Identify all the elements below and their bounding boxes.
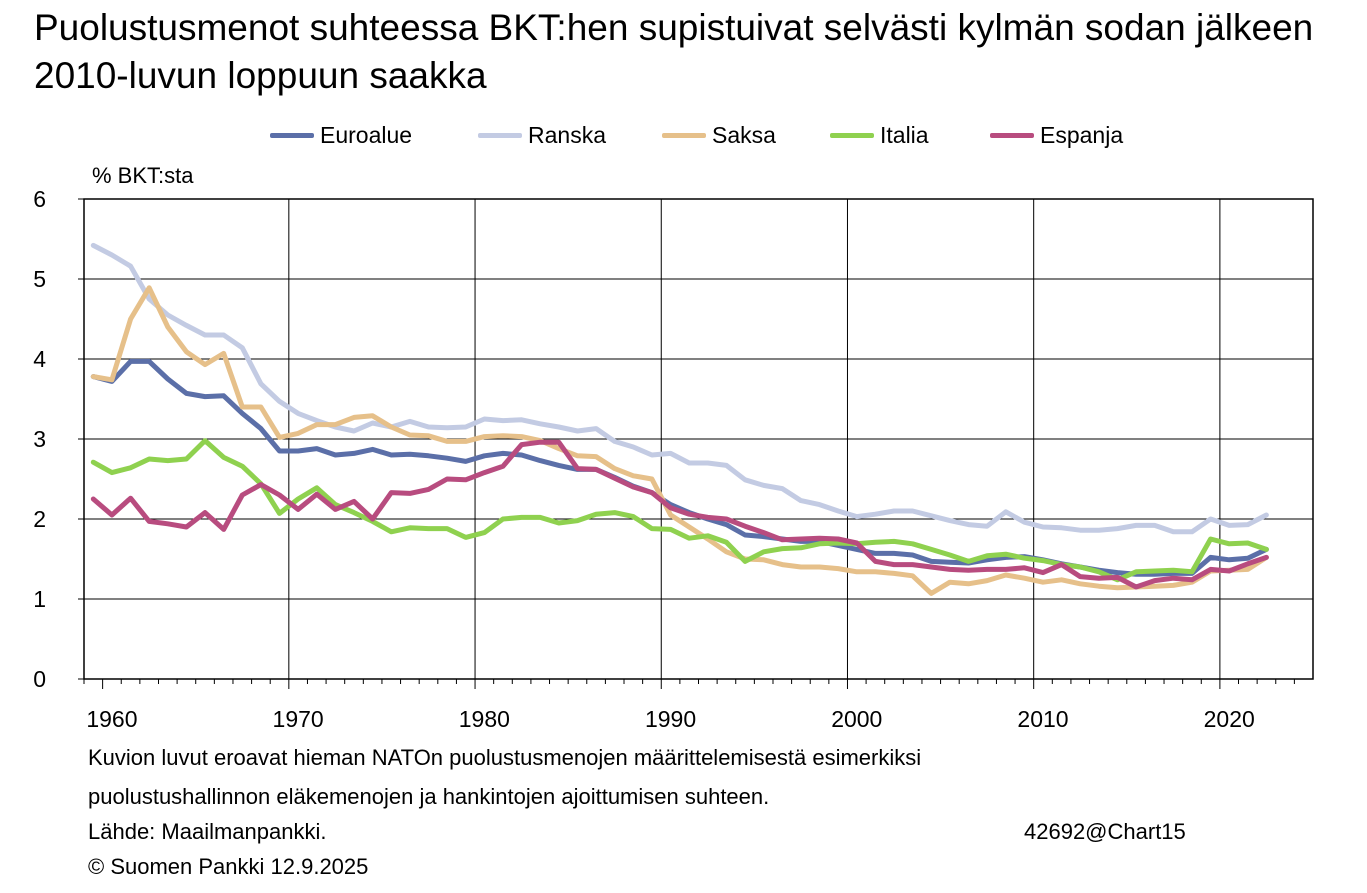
y-tick-label: 0 xyxy=(33,666,46,692)
copyright-note: © Suomen Pankki 12.9.2025 xyxy=(88,854,369,879)
legend: Euroalue Ranska Saksa Italia Espanja xyxy=(0,118,1367,152)
chart-title: Puolustusmenot suhteessa BKT:hen supistu… xyxy=(34,7,1314,96)
x-tick-label: 2010 xyxy=(1017,706,1068,732)
source-note: Lähde: Maailmanpankki. xyxy=(88,819,327,844)
legend-item-ranska: Ranska xyxy=(478,118,606,152)
legend-item-euroalue: Euroalue xyxy=(270,118,412,152)
legend-item-italia: Italia xyxy=(830,118,929,152)
x-tick-label: 2000 xyxy=(831,706,882,732)
chart-code: 42692@Chart15 xyxy=(1024,819,1186,844)
x-tick-label: 1960 xyxy=(86,706,137,732)
legend-label: Euroalue xyxy=(320,121,413,148)
legend-label: Saksa xyxy=(712,121,776,148)
legend-swatch xyxy=(662,132,706,138)
y-axis-unit-label: % BKT:sta xyxy=(92,163,194,188)
y-tick-label: 6 xyxy=(33,186,46,212)
legend-label: Italia xyxy=(880,121,929,148)
x-tick-label: 1980 xyxy=(459,706,510,732)
legend-swatch xyxy=(270,132,314,138)
series-line-espanja xyxy=(90,439,1269,590)
x-tick-label: 2020 xyxy=(1204,706,1255,732)
x-tick-label: 1970 xyxy=(273,706,324,732)
series-line-ranska xyxy=(90,242,1269,535)
y-tick-label: 2 xyxy=(33,506,46,532)
footnote-line-1: Kuvion luvut eroavat hieman NATOn puolus… xyxy=(88,745,922,770)
legend-label: Espanja xyxy=(1040,121,1124,148)
y-tick-label: 1 xyxy=(33,586,46,612)
y-tick-label: 4 xyxy=(33,346,46,372)
legend-swatch xyxy=(990,132,1034,138)
y-tick-label: 5 xyxy=(33,266,46,292)
legend-item-espanja: Espanja xyxy=(990,118,1123,152)
legend-item-saksa: Saksa xyxy=(662,118,776,152)
footnote-line-2: puolustushallinnon eläkemenojen ja hanki… xyxy=(88,784,770,809)
legend-swatch xyxy=(830,132,874,138)
x-tick-label: 1990 xyxy=(645,706,696,732)
series-line-italia xyxy=(90,438,1269,583)
series-line-saksa xyxy=(90,285,1269,596)
y-tick-label: 3 xyxy=(33,426,46,452)
legend-swatch xyxy=(478,132,522,138)
legend-label: Ranska xyxy=(528,121,606,148)
